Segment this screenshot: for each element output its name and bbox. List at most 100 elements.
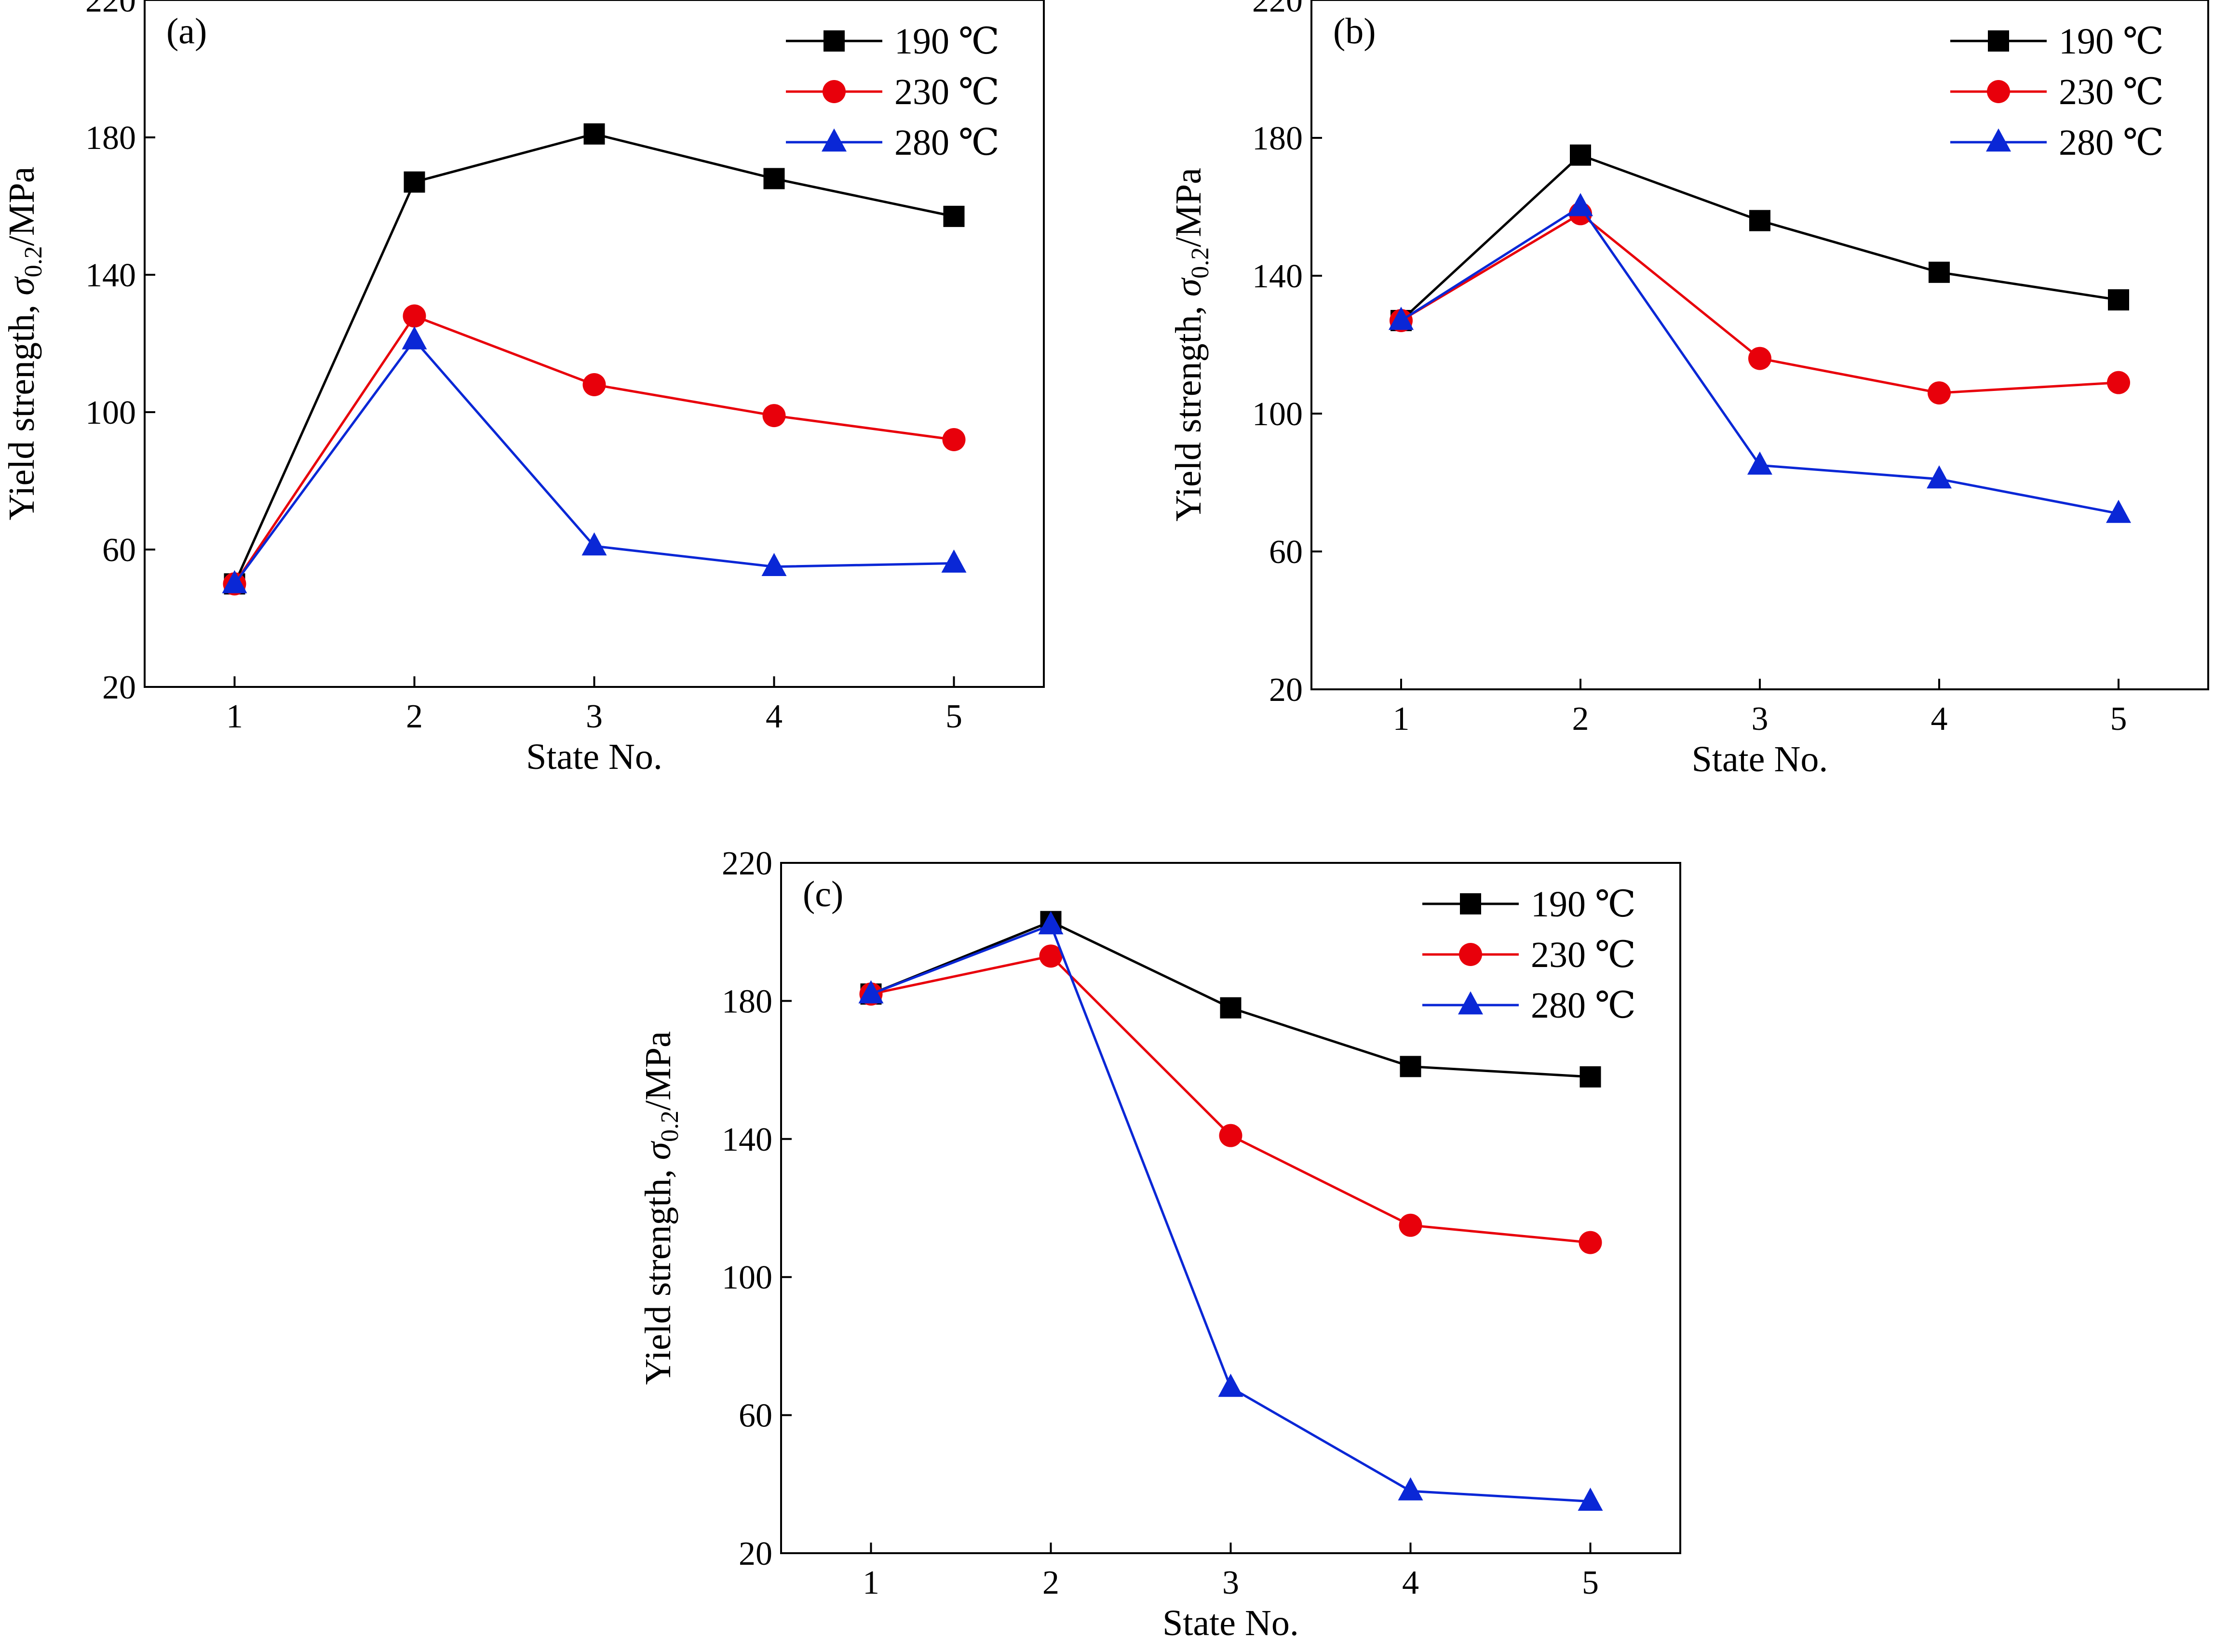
x-axis-title: State No. — [526, 737, 662, 777]
data-point — [1398, 1477, 1423, 1501]
data-point — [943, 205, 965, 227]
panel-label: (c) — [803, 874, 843, 914]
x-tick-label: 5 — [1582, 1564, 1599, 1601]
x-tick-label: 5 — [2110, 700, 2127, 738]
y-tick-label: 60 — [102, 532, 136, 569]
data-point — [1220, 997, 1242, 1019]
y-tick-label: 140 — [1252, 258, 1303, 295]
y-axis-title-prefix: Yield strength, — [638, 1160, 678, 1385]
x-tick-label: 4 — [1931, 700, 1948, 738]
series-190 — [224, 123, 965, 595]
legend-label: 230 ℃ — [894, 72, 999, 112]
data-point — [1580, 1066, 1601, 1088]
x-tick-label: 1 — [1393, 700, 1410, 738]
x-tick-label: 5 — [945, 698, 962, 735]
x-tick-label: 2 — [406, 698, 423, 735]
legend-label: 230 ℃ — [2059, 72, 2164, 112]
x-tick-label: 1 — [863, 1564, 879, 1601]
data-point — [1578, 1487, 1603, 1511]
y-tick-label: 100 — [1252, 396, 1303, 433]
x-tick-label: 3 — [1222, 1564, 1239, 1601]
y-axis-title-subscript: 0.2 — [20, 246, 47, 277]
y-axis-title-suffix: /MPa — [1168, 168, 1209, 247]
y-tick-label: 180 — [722, 983, 772, 1020]
y-axis-title: Yield strength, σ0.2/MPa — [638, 1031, 684, 1385]
data-point — [582, 373, 606, 396]
series-230 — [1390, 202, 2130, 405]
legend-label: 280 ℃ — [1531, 985, 1636, 1026]
data-point — [2106, 499, 2131, 523]
y-axis-title-subscript: 0.2 — [656, 1111, 684, 1142]
legend-label: 190 ℃ — [2059, 21, 2164, 62]
y-axis-title-symbol: σ — [638, 1141, 678, 1160]
y-axis-title-symbol: σ — [1168, 277, 1209, 296]
data-point — [941, 549, 967, 573]
y-axis-title: Yield strength, σ0.2/MPa — [1, 167, 47, 521]
x-tick-label: 4 — [1402, 1564, 1419, 1601]
data-point — [1929, 261, 1950, 283]
data-point — [1038, 911, 1064, 935]
y-tick-label: 20 — [1269, 672, 1303, 709]
data-point — [2108, 289, 2129, 311]
y-tick-label: 20 — [739, 1535, 772, 1572]
data-point — [761, 552, 787, 577]
data-point — [1219, 1124, 1242, 1147]
legend-label: 280 ℃ — [2059, 122, 2164, 163]
data-point — [1568, 193, 1593, 216]
y-tick-label: 100 — [722, 1259, 772, 1296]
y-tick-label: 20 — [102, 669, 136, 706]
series-line — [233, 133, 955, 585]
legend-label: 280 ℃ — [894, 122, 999, 163]
series-280 — [858, 911, 1603, 1511]
legend-marker — [1460, 893, 1481, 914]
series-280 — [1389, 193, 2131, 523]
data-point — [1748, 347, 1771, 370]
data-point — [403, 304, 426, 328]
x-tick-label: 3 — [586, 698, 603, 735]
y-axis-title-symbol: σ — [1, 276, 42, 295]
legend-marker — [823, 80, 846, 103]
chart-panel-1: 20 60 100 140 180 220 1 2 3 4 5 State No. Yield stre… — [1, 0, 1045, 777]
data-point — [858, 980, 884, 1004]
data-point — [1389, 307, 1414, 330]
series-280 — [222, 326, 967, 593]
y-tick-label: 180 — [1252, 120, 1303, 157]
legend-label: 230 ℃ — [1531, 935, 1636, 975]
panel-label: (a) — [166, 11, 207, 52]
y-tick-label: 60 — [1269, 534, 1303, 571]
data-point — [1570, 144, 1591, 166]
x-tick-label: 2 — [1042, 1564, 1059, 1601]
data-point — [581, 532, 607, 556]
series-190 — [1390, 144, 2129, 331]
data-point — [1579, 1231, 1602, 1254]
series-190 — [860, 911, 1601, 1088]
data-point — [942, 428, 966, 451]
x-tick-label: 4 — [766, 698, 783, 735]
legend-marker — [1458, 991, 1483, 1015]
y-axis-title-suffix: /MPa — [638, 1031, 678, 1111]
data-point — [1749, 210, 1770, 231]
legend-marker — [1459, 943, 1482, 966]
x-tick-label: 3 — [1752, 700, 1768, 738]
data-point — [583, 123, 605, 145]
legend-marker — [1986, 128, 2011, 152]
data-point — [1218, 1373, 1243, 1397]
y-tick-label: 60 — [739, 1397, 772, 1435]
data-point — [404, 171, 425, 193]
y-tick-label: 140 — [85, 257, 136, 294]
y-axis-title-suffix: /MPa — [1, 167, 42, 246]
y-axis-title-prefix: Yield strength, — [1, 295, 42, 521]
data-point — [2107, 371, 2130, 394]
x-tick-label: 2 — [1572, 700, 1589, 738]
data-point — [1039, 944, 1063, 968]
chart-panel-2: 20 60 100 140 180 220 1 2 3 4 5 State No. Yield stre… — [1168, 0, 2209, 779]
data-point — [1927, 465, 1952, 489]
chart-panel-3: 20 60 100 140 180 220 1 2 3 4 5 State No. Yield stre… — [638, 845, 1681, 1643]
panel-label: (b) — [1333, 11, 1376, 52]
legend-label: 190 ℃ — [1531, 884, 1636, 925]
x-axis-title: State No. — [1692, 739, 1828, 779]
data-point — [763, 168, 785, 189]
data-point — [402, 326, 427, 349]
y-tick-label: 140 — [722, 1121, 772, 1158]
